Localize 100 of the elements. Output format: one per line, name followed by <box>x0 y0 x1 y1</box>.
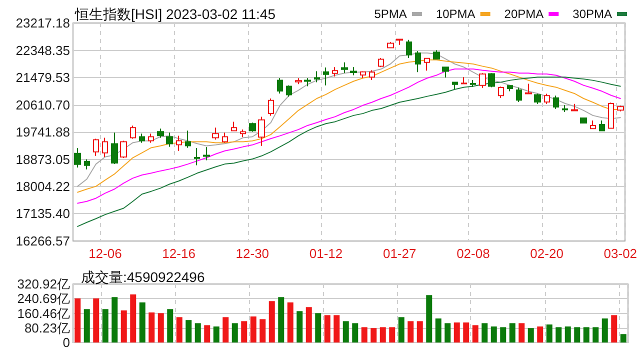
candlestick <box>286 84 292 98</box>
bar <box>583 327 590 342</box>
bar <box>537 326 544 342</box>
bar <box>306 307 312 342</box>
bar <box>74 298 81 342</box>
legend-label: 5PMA <box>374 7 407 21</box>
y-tick-label: 80.23亿 <box>24 320 70 336</box>
bar <box>84 309 90 342</box>
legend-label: 10PMA <box>436 7 476 21</box>
legend-label: 20PMA <box>504 7 544 21</box>
bar <box>158 313 164 342</box>
bar <box>148 312 155 342</box>
bar <box>268 301 275 342</box>
candlestick <box>304 78 311 87</box>
candlestick <box>102 137 108 158</box>
bar <box>435 318 442 342</box>
candlestick <box>571 103 578 112</box>
candlestick <box>130 125 136 140</box>
bar <box>139 302 146 342</box>
bar <box>454 322 460 342</box>
candlestick <box>580 117 587 124</box>
y-tick-label: 0 <box>62 335 70 349</box>
candlestick <box>332 66 338 78</box>
candlestick <box>470 79 476 88</box>
candlestick <box>111 132 118 164</box>
x-tick-label: 12-30 <box>236 246 270 261</box>
bar <box>260 319 266 342</box>
candlestick <box>369 70 375 80</box>
bar <box>546 324 552 342</box>
bar <box>334 315 340 342</box>
bar <box>194 323 201 342</box>
bar <box>186 320 192 342</box>
bar <box>389 327 396 342</box>
candlestick <box>608 102 614 129</box>
bar <box>518 323 525 342</box>
candlestick <box>249 122 256 132</box>
candlestick <box>74 148 81 168</box>
candlestick <box>360 70 366 79</box>
x-tick-label: 01-12 <box>309 246 343 261</box>
candlestick <box>120 140 127 158</box>
y-tick-label: 320.92亿 <box>17 276 70 292</box>
candlestick <box>415 50 421 73</box>
candlestick <box>387 42 394 49</box>
candlestick <box>295 78 302 85</box>
candlestick <box>268 98 274 116</box>
candlestick <box>452 81 458 90</box>
candlestick <box>534 93 541 104</box>
bar <box>324 315 330 342</box>
candlestick <box>157 128 164 138</box>
candlestick <box>433 50 440 60</box>
bar <box>472 325 478 342</box>
bar <box>602 318 608 342</box>
chart-title: 成交量:4590922496 <box>81 269 205 285</box>
candlestick <box>562 104 568 112</box>
bar <box>112 297 118 342</box>
bar <box>408 321 414 342</box>
candlestick <box>231 121 237 132</box>
bar <box>93 298 100 342</box>
x-tick-label: 02-08 <box>456 246 490 261</box>
bar <box>444 323 451 342</box>
candlestick <box>148 133 154 144</box>
candlestick <box>396 38 403 46</box>
bar <box>482 323 488 342</box>
candlestick <box>442 66 449 78</box>
bar <box>370 328 377 342</box>
candlestick <box>139 133 145 144</box>
candlestick <box>424 58 430 72</box>
bar <box>342 321 349 342</box>
candlestick <box>166 132 173 148</box>
bar <box>176 317 182 342</box>
bar <box>564 326 571 342</box>
bar <box>528 328 534 342</box>
candlestick <box>222 132 228 144</box>
bar <box>352 323 358 342</box>
candlestick <box>498 86 504 98</box>
candlestick <box>84 158 90 170</box>
bar <box>120 310 127 342</box>
candlestick <box>599 120 605 132</box>
bar <box>416 321 423 342</box>
candlestick <box>203 146 210 161</box>
bar <box>213 326 220 342</box>
bar <box>204 325 210 342</box>
bar <box>463 322 470 342</box>
candlestick <box>516 87 522 102</box>
bar <box>222 317 229 342</box>
bar <box>102 309 108 342</box>
bar <box>232 323 238 342</box>
bar <box>426 295 432 342</box>
y-tick-label: 23217.18 <box>16 16 70 30</box>
legend-label: 30PMA <box>572 7 612 21</box>
candlestick <box>479 72 486 88</box>
y-tick-label: 18004.22 <box>16 179 70 194</box>
y-tick-label: 19741.88 <box>16 124 70 140</box>
x-tick-label: 01-27 <box>382 246 416 261</box>
y-tick-label: 17135.40 <box>16 206 70 222</box>
y-tick-label: 21479.53 <box>16 70 70 85</box>
y-tick-label: 18873.05 <box>16 152 70 167</box>
bar <box>500 327 506 342</box>
bar <box>620 334 626 342</box>
bar <box>490 326 497 342</box>
